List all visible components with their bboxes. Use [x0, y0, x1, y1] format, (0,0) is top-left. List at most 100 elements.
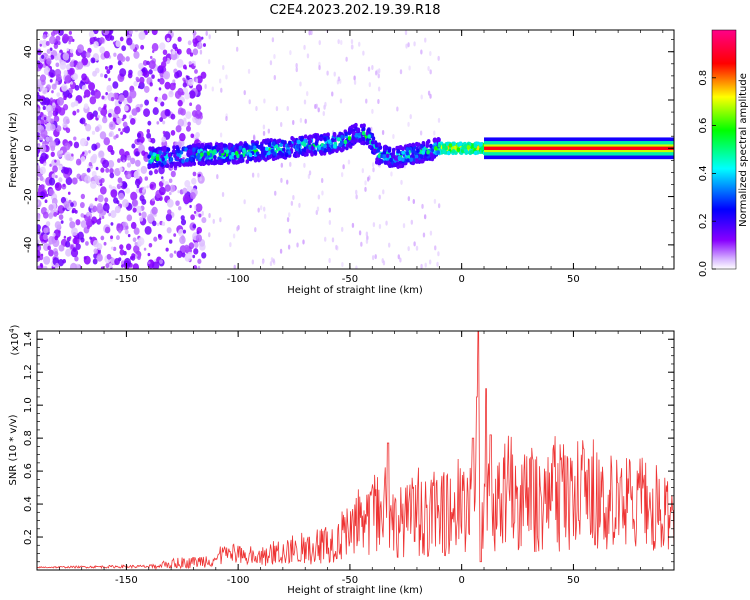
noise-blob [84, 175, 91, 184]
ridge-blob [409, 157, 414, 162]
noise-blob [307, 174, 311, 180]
ridge-blob [280, 139, 285, 144]
noise-blob [164, 184, 171, 192]
noise-blob [190, 214, 195, 221]
noise-blob [208, 212, 211, 218]
noise-blob [69, 262, 78, 269]
noise-blob [194, 69, 198, 74]
ridge-blob [276, 139, 281, 144]
ridge-blob [336, 137, 341, 142]
noise-blob [105, 92, 108, 96]
noise-blob [162, 120, 166, 125]
noise-blob [377, 73, 380, 79]
ridge-blob [332, 132, 337, 138]
ridge-blob [437, 143, 442, 148]
ridge-blob [213, 160, 218, 165]
noise-blob [39, 235, 44, 240]
snr-series-line [37, 331, 674, 570]
noise-blob [105, 263, 110, 269]
noise-blob [295, 67, 298, 73]
noise-blob [182, 187, 188, 194]
ridge-blob [197, 142, 201, 148]
ridge-blob [361, 131, 366, 136]
ridge-blob [406, 158, 410, 163]
noise-blob [43, 255, 51, 265]
noise-blob [147, 138, 151, 142]
noise-blob [70, 81, 73, 85]
noise-blob [122, 199, 129, 208]
noise-blob [193, 205, 197, 211]
noise-blob [104, 226, 111, 234]
noise-blob [98, 150, 105, 158]
ridge-blob [287, 140, 292, 146]
noise-blob [433, 130, 436, 136]
noise-blob [86, 167, 91, 173]
noise-blob [400, 179, 403, 185]
noise-blob [147, 120, 152, 126]
noise-blob [172, 79, 176, 84]
noise-blob [116, 117, 122, 125]
noise-blob [136, 138, 141, 143]
noise-blob [179, 133, 186, 142]
noise-blob [192, 223, 197, 229]
noise-blob [125, 225, 129, 230]
ridge-blob [271, 141, 276, 146]
noise-blob [45, 84, 51, 91]
ridge-blob [148, 146, 152, 151]
noise-blob [163, 70, 171, 80]
noise-blob [85, 123, 92, 132]
noise-blob [139, 195, 145, 202]
ridge-blob [224, 157, 229, 163]
noise-blob [67, 191, 71, 195]
noise-blob [161, 221, 166, 226]
noise-blob [247, 68, 251, 74]
noise-blob [133, 245, 140, 254]
noise-blob [54, 68, 62, 78]
noise-blob [122, 128, 126, 133]
noise-blob [324, 236, 327, 242]
noise-blob [120, 264, 124, 268]
noise-blob [216, 174, 219, 180]
noise-blob [146, 213, 154, 223]
noise-blob [49, 163, 52, 167]
spec-xtick-label: 0 [458, 274, 464, 285]
noise-blob [37, 124, 42, 130]
noise-blob [71, 227, 78, 236]
ridge-blob [429, 143, 433, 149]
noise-blob [365, 98, 368, 104]
noise-blob [92, 239, 99, 248]
noise-blob [108, 263, 113, 269]
noise-blob [437, 55, 440, 61]
noise-blob [48, 213, 54, 219]
noise-blob [365, 231, 369, 237]
noise-blob [110, 257, 116, 264]
ridge-blob [228, 155, 233, 160]
noise-blob [50, 97, 53, 101]
noise-blob [201, 36, 204, 40]
noise-blob [143, 85, 150, 93]
noise-blob [176, 48, 182, 55]
ridge-blob [276, 155, 280, 160]
ridge-blob [186, 149, 191, 155]
noise-blob [429, 93, 432, 99]
noise-blob [186, 125, 191, 132]
noise-blob [166, 199, 174, 208]
ridge-blob [152, 162, 157, 168]
noise-blob [366, 176, 370, 182]
noise-blob [225, 116, 228, 122]
ridge-blob [166, 147, 171, 152]
noise-blob [222, 64, 225, 70]
noise-blob [195, 84, 203, 93]
ridge-blob [396, 149, 400, 154]
noise-blob [49, 140, 56, 149]
ridge-blob [318, 149, 323, 155]
noise-blob [130, 191, 138, 201]
noise-blob [303, 162, 306, 168]
noise-blob [183, 117, 187, 122]
noise-blob [168, 178, 173, 183]
colorbar-tick-label: 0.4 [698, 165, 709, 181]
noise-blob [236, 46, 239, 52]
ridge-blob [377, 142, 382, 147]
noise-blob [108, 212, 112, 217]
noise-blob [189, 52, 194, 57]
